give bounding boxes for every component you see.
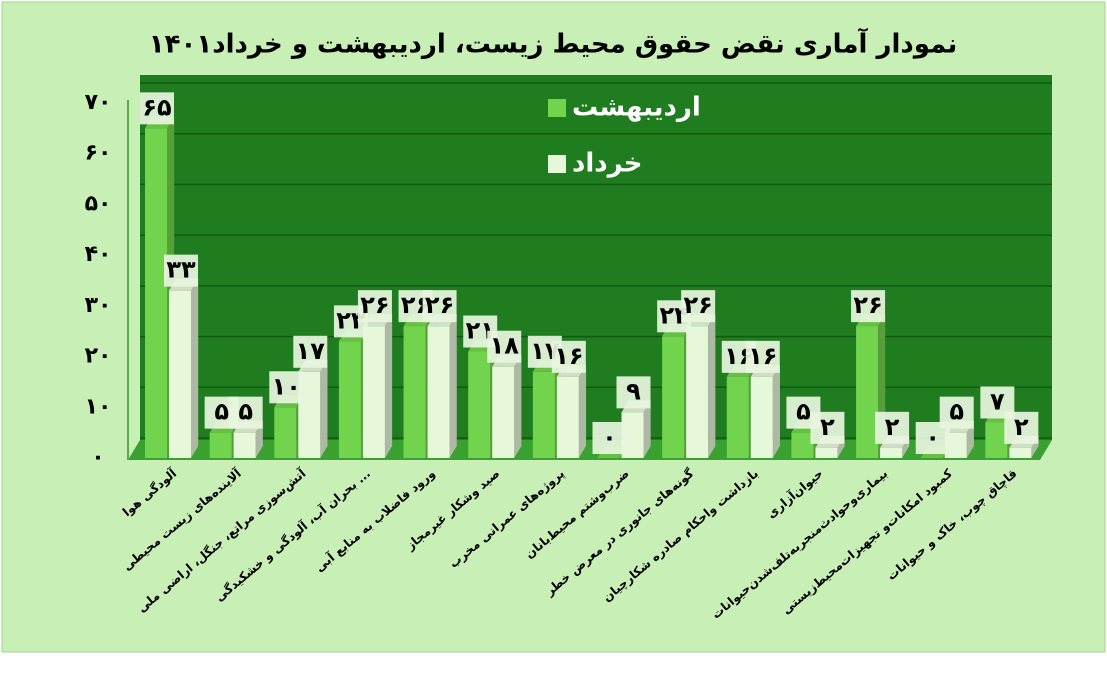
value-label-box [681,290,716,323]
value-label-box [269,371,304,404]
value-label-box [939,396,974,429]
value-label: ۲۶ [683,291,712,319]
value-label: ۲ [1014,413,1029,441]
bar [791,432,814,458]
bar [944,432,967,458]
chart-title: نمودار آماری نقض حقوق محیط زیست، اردیبهش… [149,28,957,60]
bar [556,376,579,458]
legend-label: اردیبهشت [572,93,701,123]
value-label-box [1004,411,1039,444]
value-label-box [592,422,627,454]
bar [468,351,491,458]
value-label: ۵ [949,398,964,426]
bar [750,376,773,458]
legend-swatch [548,99,566,117]
value-label: ۰ [602,423,617,451]
value-label-box [164,254,198,287]
value-label: ۲۶ [425,291,454,319]
y-tick-label: ۵۰ [85,191,112,216]
value-label-box [140,92,174,125]
value-label: ۱۷ [296,337,326,365]
value-label-box [810,411,845,444]
bar-side [449,314,457,458]
bar [662,336,685,458]
bar [233,432,256,458]
bar-side [578,364,587,458]
bar-side [514,354,522,458]
bar [362,326,385,458]
bar [686,326,709,458]
bar [880,447,903,458]
y-tick-label: ۱۰ [85,394,112,419]
value-label: ۶۵ [142,93,171,121]
bar-side [384,314,393,458]
value-label-box [228,396,263,429]
value-label: ۱۶ [748,342,777,370]
value-label: ۲ [885,413,900,441]
bar-side [643,400,651,458]
y-tick-label: ۰ [91,445,104,470]
value-label-box [875,411,910,444]
bar [209,432,232,458]
value-label: ۰ [925,423,940,451]
value-label: ۷ [990,388,1005,416]
bar-side [191,278,199,458]
legend-swatch [548,155,566,173]
value-label-box [551,340,586,373]
value-label: ۵ [238,398,253,426]
value-label-box [422,290,457,323]
value-label: ۹ [626,377,641,405]
bar [856,326,879,458]
bar [274,407,297,458]
value-label: ۲۶ [853,291,882,319]
bar [338,341,361,458]
bar-side [708,314,716,458]
value-label: ۳۳ [166,256,196,284]
y-tick-label: ۴۰ [85,242,112,267]
value-label-box [357,290,392,323]
bar [427,326,450,458]
bar [1009,447,1032,458]
value-label: ۱۸ [490,332,520,360]
value-label: ۲ [820,413,835,441]
bar [403,326,426,458]
value-label-box [745,340,780,373]
y-tick-label: ۳۰ [85,293,112,318]
bar-side [772,364,780,458]
bar-side [320,359,328,458]
bar [298,371,321,458]
value-label: ۵ [214,398,229,426]
value-label-box [616,376,651,409]
value-label-box [851,290,886,323]
bar [726,376,749,458]
bar-side [966,420,974,458]
value-label: ۱۶ [554,342,583,370]
bar [492,366,515,458]
floor [128,440,1052,460]
value-label-box [487,330,522,363]
value-label: ۱۰ [272,372,301,400]
bar [145,128,167,458]
value-label: ۵ [796,398,811,426]
y-tick-label: ۷۰ [85,90,112,115]
y-tick-label: ۶۰ [85,141,112,166]
bar [532,371,555,458]
value-label: ۲۶ [360,291,389,319]
bar [621,412,644,458]
bar [985,422,1008,458]
bar [169,290,191,458]
y-tick-label: ۲۰ [85,344,112,369]
value-label-box [293,335,328,368]
bar-side [255,420,263,458]
legend-label: خرداد [572,149,643,179]
bar [815,447,838,458]
